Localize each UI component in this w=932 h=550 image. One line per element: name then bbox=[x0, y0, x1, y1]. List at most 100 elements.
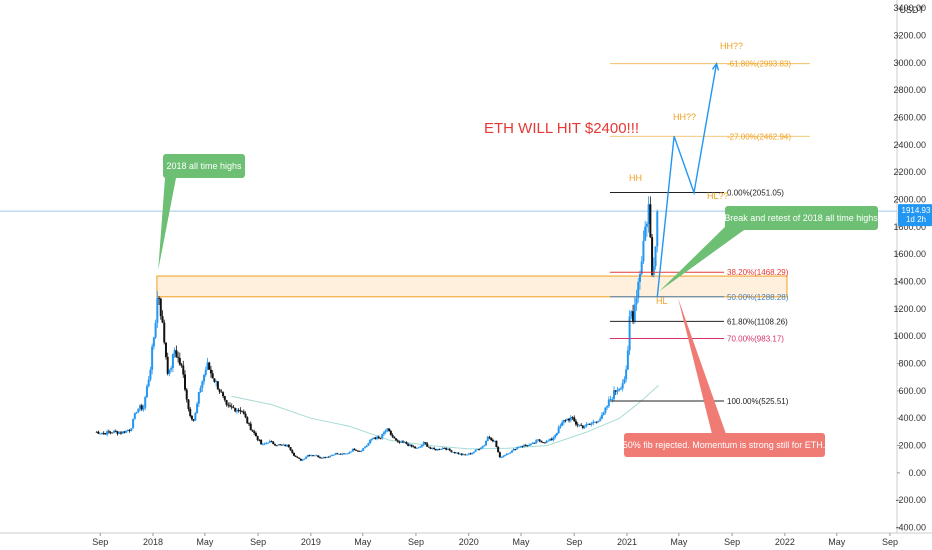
candle bbox=[446, 448, 449, 451]
candle bbox=[121, 431, 124, 434]
candle bbox=[163, 319, 166, 345]
candle bbox=[156, 291, 159, 329]
candle bbox=[568, 418, 571, 423]
candle bbox=[139, 404, 142, 412]
y-axis: -400.00 -200.00 0.00 200.00 400.00 600.00 800.… bbox=[893, 0, 932, 533]
candle-body bbox=[462, 454, 465, 456]
candle-body bbox=[156, 297, 159, 323]
candle bbox=[467, 452, 470, 456]
candle-body bbox=[441, 447, 444, 450]
candle-body bbox=[396, 440, 399, 442]
candle-body bbox=[421, 444, 424, 447]
candle bbox=[192, 418, 195, 422]
candle-body bbox=[510, 450, 513, 453]
candle bbox=[149, 366, 152, 382]
candle-body bbox=[337, 453, 340, 455]
candle-body bbox=[637, 281, 640, 299]
candle-body bbox=[453, 452, 456, 453]
candle-body bbox=[434, 448, 437, 451]
candle-body bbox=[168, 369, 171, 374]
candle-body bbox=[130, 428, 133, 431]
candle-body bbox=[363, 447, 366, 449]
candle bbox=[644, 220, 647, 241]
candle bbox=[523, 443, 526, 448]
candle-body bbox=[448, 448, 451, 451]
candle bbox=[159, 297, 162, 320]
candle-body bbox=[415, 448, 418, 449]
candle-body bbox=[552, 437, 555, 441]
support-zone bbox=[156, 275, 788, 298]
candle bbox=[142, 404, 145, 412]
candle-body bbox=[410, 444, 413, 447]
candle-body bbox=[576, 424, 579, 426]
candle bbox=[421, 444, 424, 448]
candle bbox=[170, 365, 173, 373]
x-axis: Sep 2018 May Sep 2019 May Sep 2020 May Sep 2021 May… bbox=[0, 532, 932, 547]
candle-body bbox=[438, 449, 441, 450]
candle bbox=[116, 430, 119, 436]
candle-body bbox=[178, 357, 181, 365]
candle bbox=[379, 437, 382, 440]
candle bbox=[613, 386, 616, 401]
candle-body bbox=[249, 423, 252, 431]
candle-body bbox=[109, 432, 112, 433]
candle bbox=[438, 448, 441, 451]
candle-body bbox=[261, 444, 264, 445]
candle-body bbox=[137, 408, 140, 413]
candle bbox=[500, 456, 503, 459]
candle-body bbox=[517, 446, 520, 448]
candle-body bbox=[369, 440, 372, 444]
candle-body bbox=[433, 448, 436, 449]
candle bbox=[391, 433, 394, 438]
candle-body bbox=[569, 417, 572, 421]
candle-body bbox=[331, 454, 334, 456]
candle bbox=[599, 416, 602, 422]
candle-body bbox=[483, 445, 486, 447]
candle-body bbox=[514, 448, 517, 450]
candle bbox=[350, 451, 353, 453]
candle bbox=[434, 448, 437, 451]
candle-body bbox=[382, 432, 385, 435]
candle bbox=[369, 439, 372, 445]
candle-body bbox=[182, 365, 185, 375]
candle-body bbox=[289, 447, 292, 451]
candle-body bbox=[628, 316, 631, 351]
x-tick-label: 2021 bbox=[617, 537, 637, 547]
candle-body bbox=[106, 431, 109, 435]
candle-body bbox=[391, 434, 394, 437]
x-tick-label: 2022 bbox=[775, 537, 795, 547]
candle bbox=[531, 441, 534, 445]
candle bbox=[104, 432, 107, 435]
candle-body bbox=[459, 453, 462, 455]
candle-body bbox=[507, 453, 510, 455]
callout-text: 2018 all time highs bbox=[166, 161, 242, 171]
candle-body bbox=[190, 415, 193, 420]
candle-body bbox=[222, 392, 225, 397]
candle bbox=[526, 445, 529, 447]
candle-body bbox=[251, 430, 254, 432]
candle bbox=[362, 447, 365, 452]
candle-body bbox=[630, 311, 633, 317]
candle bbox=[504, 454, 507, 457]
candle-body bbox=[116, 431, 119, 434]
candle-body bbox=[478, 449, 481, 451]
candle-body bbox=[346, 453, 349, 455]
candle bbox=[519, 445, 522, 448]
candle bbox=[486, 435, 489, 442]
fib-extension-label: -61.80%(2993.83) bbox=[727, 60, 791, 69]
candle bbox=[265, 441, 268, 445]
candle bbox=[545, 439, 548, 444]
candle bbox=[201, 380, 204, 393]
candle-body bbox=[125, 430, 128, 433]
candle-body bbox=[613, 390, 616, 399]
candle-body bbox=[128, 430, 131, 431]
candle-body bbox=[635, 298, 638, 305]
candle-body bbox=[557, 427, 560, 434]
quote-currency-label: USDT bbox=[900, 5, 925, 15]
candle bbox=[225, 399, 228, 407]
candle bbox=[360, 450, 363, 453]
candle-body bbox=[306, 455, 309, 457]
candle bbox=[574, 419, 577, 427]
candle-body bbox=[142, 407, 145, 410]
